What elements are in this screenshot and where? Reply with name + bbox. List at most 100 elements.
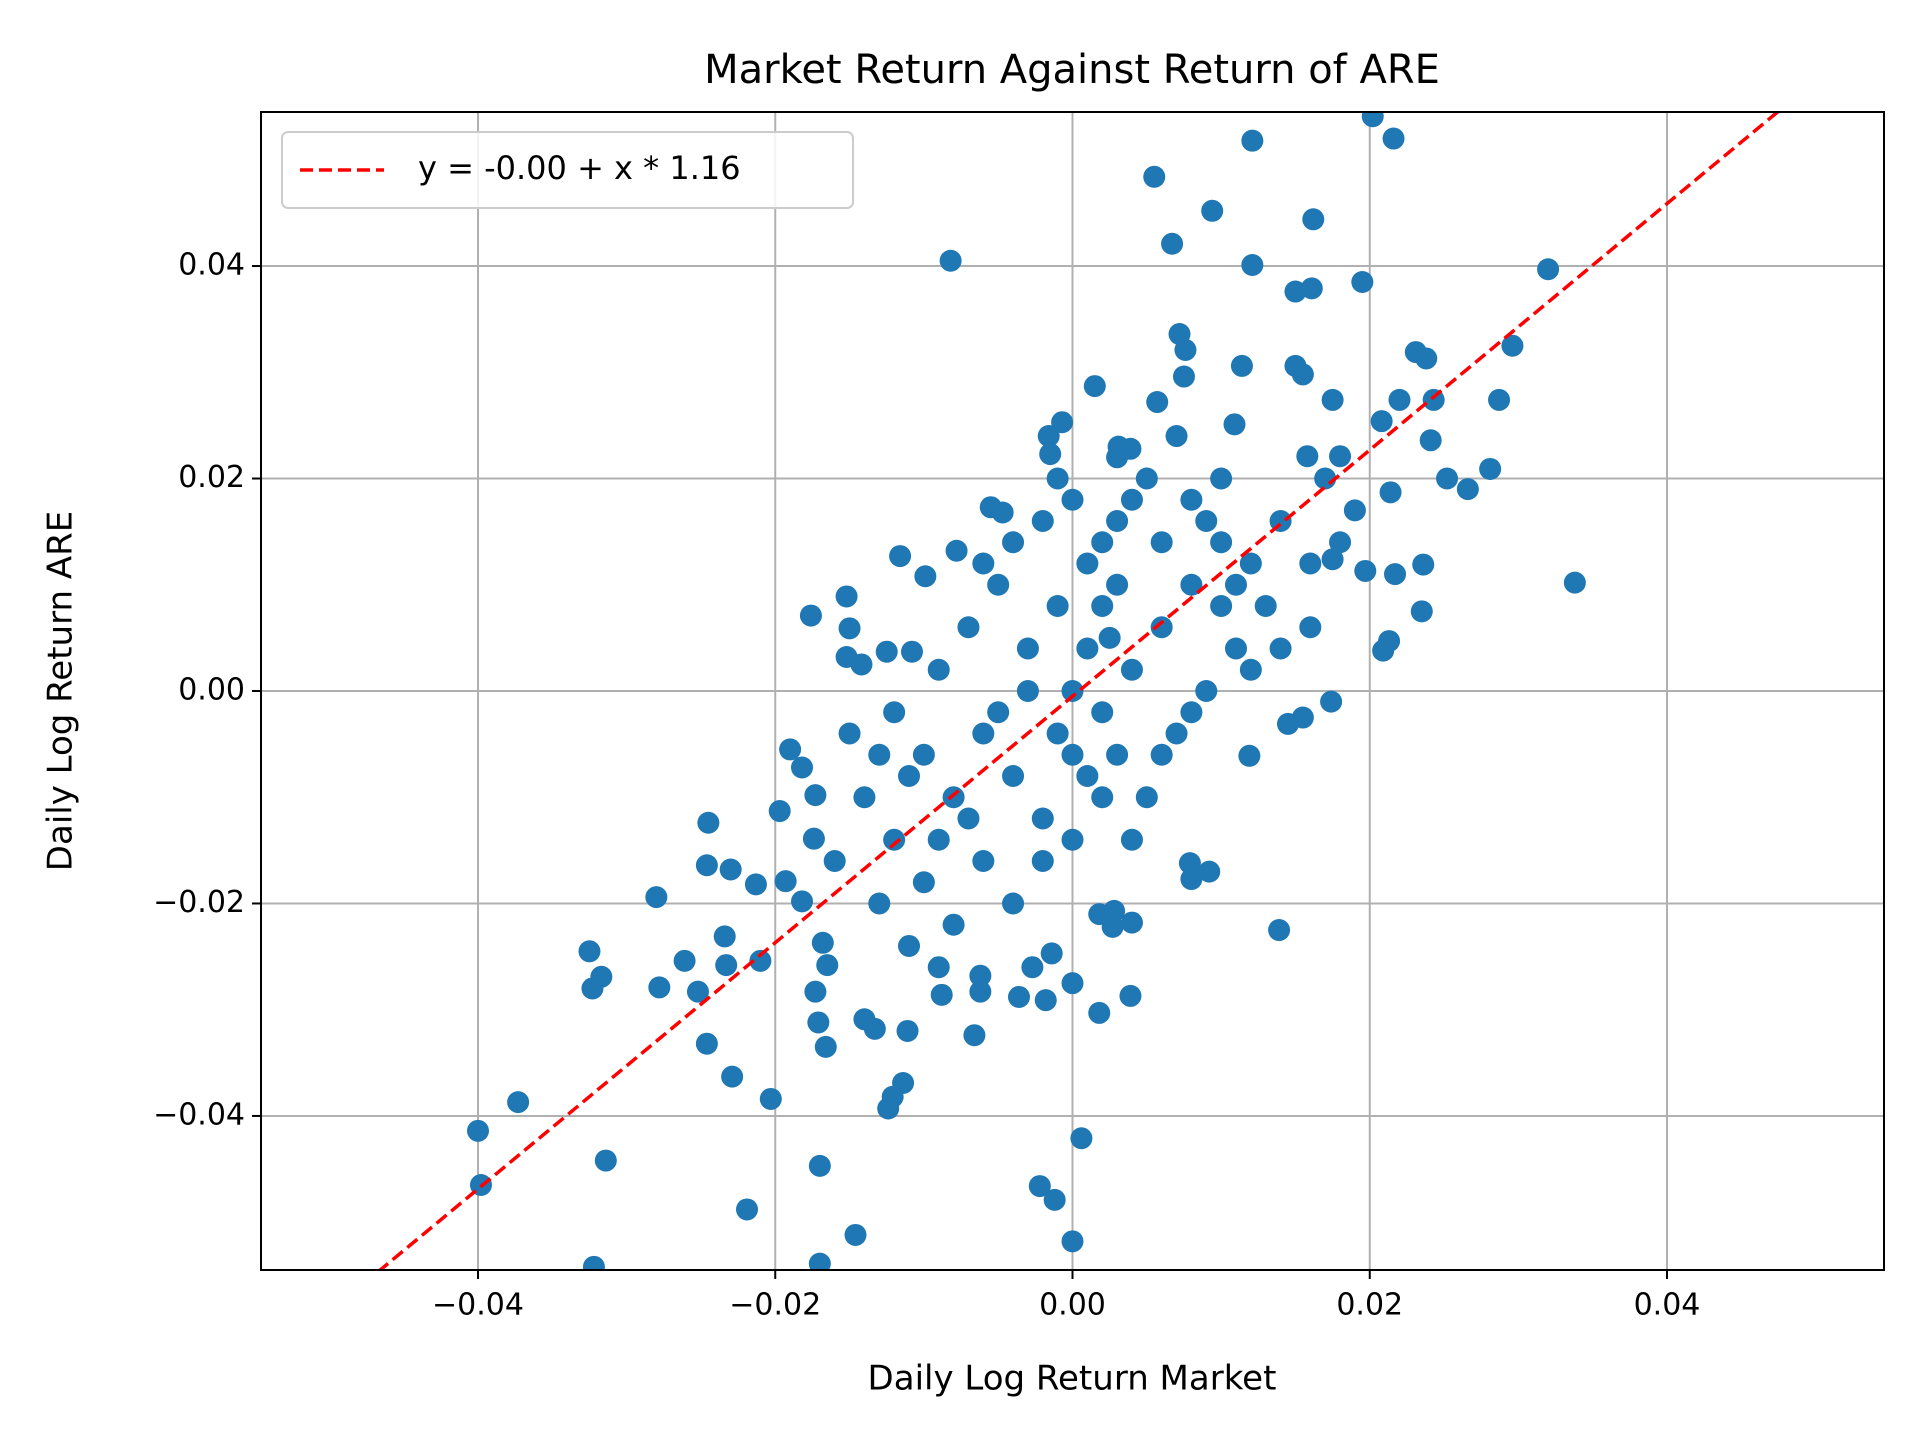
scatter-point [863, 1017, 886, 1040]
scatter-point [1201, 199, 1224, 222]
scatter-point [1488, 388, 1511, 411]
scatter-point [1180, 701, 1203, 724]
scatter-point [972, 722, 995, 745]
scatter-point [877, 1097, 900, 1120]
scatter-point [791, 890, 813, 913]
grid [261, 112, 1884, 1270]
scatter-point [1106, 510, 1129, 533]
scatter-point [1061, 743, 1084, 766]
scatter-point [1269, 637, 1292, 660]
scatter-point [715, 954, 738, 977]
scatter-point [1106, 743, 1129, 766]
scatter-point [1210, 467, 1233, 490]
legend-label: y = -0.00 + x * 1.16 [418, 149, 741, 187]
scatter-point [1120, 658, 1143, 681]
scatter-point [838, 617, 861, 640]
scatter-point [883, 828, 906, 851]
scatter-point [1299, 616, 1322, 639]
scatter-point [1277, 712, 1300, 735]
scatter-point [1091, 701, 1114, 724]
scatter-point [1172, 365, 1195, 388]
scatter-point [1040, 942, 1063, 965]
scatter-point [1180, 488, 1203, 511]
scatter-point [697, 811, 720, 834]
scatter-point [927, 658, 950, 681]
scatter-point [1296, 445, 1319, 468]
scatter-point [896, 1019, 919, 1042]
scatter-point [802, 827, 825, 850]
scatter-point [957, 616, 980, 639]
scatter-point [1180, 573, 1203, 596]
scatter-point [1091, 595, 1114, 618]
scatter-point [1106, 446, 1129, 469]
scatter-point [1046, 467, 1069, 490]
scatter-point [1384, 563, 1407, 586]
scatter-point [1195, 680, 1218, 702]
scatter-point [466, 1119, 489, 1142]
scatter-point [799, 604, 822, 627]
scatter-point [868, 743, 891, 766]
scatter-point [1415, 347, 1438, 370]
scatter-point [1268, 919, 1291, 942]
scatter-point [1150, 616, 1173, 639]
scatter-point [1321, 388, 1344, 411]
scatter-point [1382, 127, 1405, 150]
y-tick-label: −0.04 [153, 1097, 245, 1132]
scatter-point [645, 886, 668, 909]
scatter-point [1135, 467, 1158, 490]
scatter-point [1351, 270, 1374, 293]
scatter-point [927, 956, 950, 979]
scatter-point [1046, 722, 1069, 745]
axes: −0.04 −0.02 0.00 0.02 0.04 −0.04 −0.02 0.00 0.02… [153, 248, 1700, 1323]
scatter-point [1254, 595, 1277, 618]
legend: y = -0.00 + x * 1.16 [281, 131, 854, 209]
fit-line [377, 112, 1781, 1270]
scatter-point [1031, 807, 1054, 830]
scatter-point [1002, 892, 1025, 915]
scatter-point [1329, 445, 1352, 468]
scatter-point [1300, 277, 1323, 300]
scatter-point [900, 640, 923, 663]
scatter-point [889, 545, 912, 568]
scatter-point [1436, 467, 1459, 490]
scatter-point [987, 701, 1010, 724]
scatter-point [969, 980, 992, 1003]
scatter-point [807, 1011, 830, 1034]
scatter-point [1150, 531, 1173, 554]
scatter-point [804, 784, 827, 807]
scatter-point [1343, 499, 1366, 522]
scatter-point [686, 980, 709, 1003]
scatter-point [582, 1255, 605, 1270]
y-axis-label: Daily Log Return ARE [41, 511, 81, 871]
scatter-point [1161, 232, 1184, 255]
scatter-point [898, 764, 921, 787]
scatter-point [914, 565, 937, 588]
scatter-point [1320, 690, 1343, 713]
scatter-point [1119, 984, 1142, 1007]
scatter-point [1061, 488, 1084, 511]
scatter-point [1165, 722, 1188, 745]
scatter-point [942, 913, 965, 936]
scatter-point [1361, 112, 1384, 128]
x-tick-label: 0.04 [1634, 1288, 1701, 1323]
plot-area [377, 112, 1781, 1270]
x-tick-label: 0.00 [1039, 1288, 1106, 1323]
scatter-point [823, 849, 846, 872]
chart-title: Market Return Against Return of ARE [704, 47, 1440, 93]
scatter-point [1120, 911, 1143, 934]
scatter-point [1088, 1001, 1111, 1024]
scatter-point [1370, 410, 1393, 433]
scatter-point [1143, 165, 1166, 188]
scatter-point [1230, 354, 1253, 377]
scatter-point [507, 1091, 530, 1114]
x-tick-label: −0.04 [432, 1288, 524, 1323]
scatter-point [1043, 1188, 1066, 1211]
scatter-point [1098, 626, 1121, 649]
scatter-point [811, 931, 834, 954]
scatter-point [1563, 571, 1586, 594]
scatter-point [1061, 972, 1084, 995]
scatter-point [578, 940, 601, 963]
scatter-point [1002, 531, 1025, 554]
